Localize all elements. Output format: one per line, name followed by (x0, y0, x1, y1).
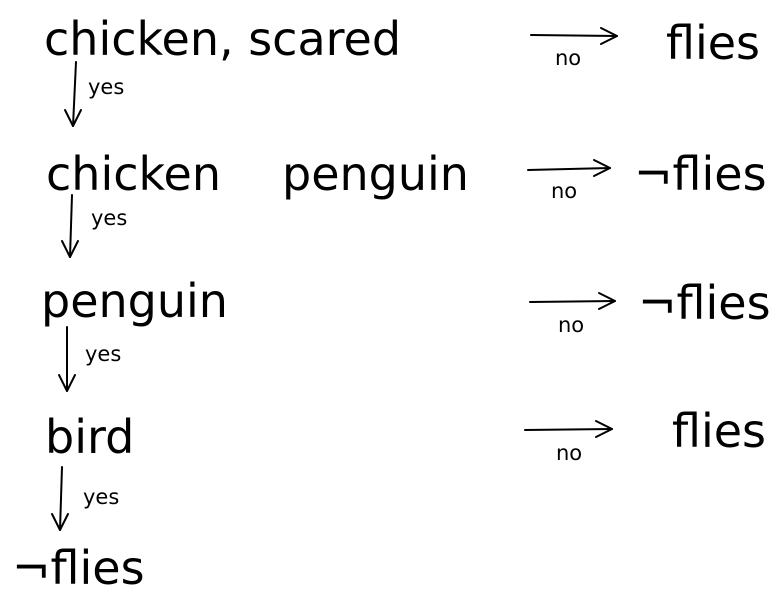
edge-label-yes-1: yes (88, 75, 125, 99)
edge-label-no-1: no (555, 46, 582, 70)
no-arrow-4 (524, 420, 613, 438)
edge-label-yes-2: yes (91, 206, 128, 230)
no-arrow-2 (527, 159, 611, 177)
node-not-flies-bottom: ¬flies (12, 541, 145, 595)
node-penguin-top: penguin (282, 147, 469, 201)
yes-arrow-2 (61, 194, 79, 258)
no-arrow-1 (530, 27, 618, 45)
node-bird: bird (45, 410, 135, 464)
no-arrow-3 (529, 292, 616, 310)
node-flies-1: flies (666, 16, 761, 70)
node-chicken: chicken (46, 147, 221, 201)
yes-arrow-3 (58, 326, 76, 392)
edge-label-yes-3: yes (85, 342, 122, 366)
edge-label-no-3: no (558, 313, 585, 337)
node-not-flies-3: ¬flies (638, 276, 771, 330)
yes-arrow-1 (64, 61, 82, 127)
node-penguin: penguin (41, 274, 228, 328)
node-chicken-scared: chicken, scared (44, 12, 402, 66)
node-not-flies-2: ¬flies (634, 147, 767, 201)
edge-label-no-2: no (551, 179, 578, 203)
node-flies-4: flies (672, 404, 767, 458)
edge-label-yes-4: yes (83, 485, 120, 509)
yes-arrow-4 (51, 466, 69, 531)
edge-label-no-4: no (556, 441, 583, 465)
